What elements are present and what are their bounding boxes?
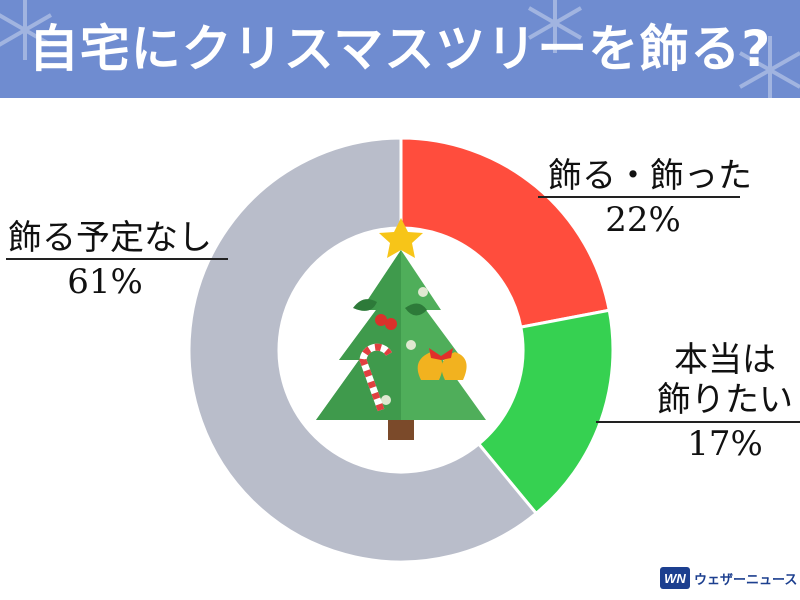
label-none-value-box: 61%: [30, 262, 180, 302]
label-want: 本当は 飾りたい: [650, 340, 800, 420]
label-decorate: 飾る・飾った: [548, 156, 752, 196]
label-none-value: 61%: [67, 262, 143, 302]
weathernews-logo: WN ウェザーニュース: [660, 565, 797, 591]
snowflake-icon: [528, 0, 582, 53]
label-want-line2: 飾りたい: [657, 380, 793, 420]
label-decorate-text: 飾る・飾った: [548, 156, 752, 196]
leader-line-want: [596, 421, 800, 423]
leader-line-decorate: [538, 196, 740, 198]
donut-chart: [187, 136, 615, 564]
header-background: [0, 0, 800, 98]
slice-decorate: [399, 136, 612, 329]
label-none-text: 飾る予定なし: [8, 218, 212, 258]
header-banner: 自宅にクリスマスツリーを飾る?: [0, 0, 800, 98]
label-none: 飾る予定なし: [0, 218, 220, 258]
christmas-tree-icon: [316, 218, 486, 440]
slice-none: [187, 136, 539, 564]
page-title: 自宅にクリスマスツリーを飾る?: [28, 20, 772, 78]
leader-line-none: [6, 258, 228, 260]
logo-text: ウェザーニュース: [694, 572, 798, 588]
label-want-line1: 本当は: [674, 340, 776, 380]
label-want-value: 17%: [687, 424, 763, 464]
label-decorate-value: 22%: [605, 200, 681, 240]
snowflake-icon: [739, 36, 800, 98]
logo-mark: WN: [660, 567, 690, 589]
label-want-value-box: 17%: [660, 424, 790, 464]
label-decorate-value-box: 22%: [548, 200, 738, 240]
snowflake-icon: [0, 0, 52, 60]
